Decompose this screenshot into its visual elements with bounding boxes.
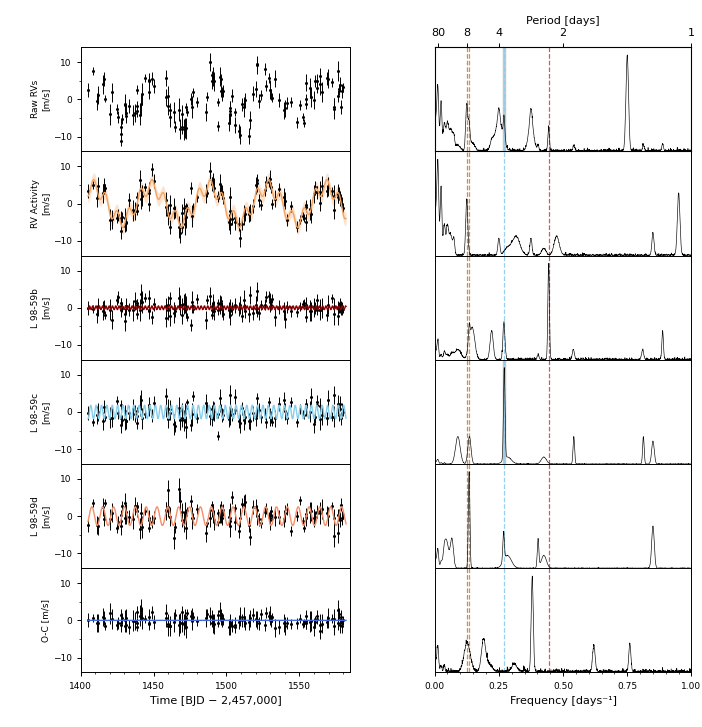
- Y-axis label: L 98-59c
[m/s]: L 98-59c [m/s]: [30, 393, 50, 432]
- Y-axis label: L 98-59d
[m/s]: L 98-59d [m/s]: [30, 497, 50, 536]
- Y-axis label: O-C [m/s]: O-C [m/s]: [41, 599, 50, 642]
- X-axis label: Period [days]: Period [days]: [526, 16, 600, 26]
- X-axis label: Time [BJD − 2,457,000]: Time [BJD − 2,457,000]: [150, 696, 282, 706]
- X-axis label: Frequency [days⁻¹]: Frequency [days⁻¹]: [510, 696, 616, 706]
- Y-axis label: L 98-59b
[m/s]: L 98-59b [m/s]: [30, 288, 50, 328]
- Y-axis label: Raw RVs
[m/s]: Raw RVs [m/s]: [30, 80, 50, 119]
- Y-axis label: RV Activity
[m/s]: RV Activity [m/s]: [30, 179, 50, 228]
